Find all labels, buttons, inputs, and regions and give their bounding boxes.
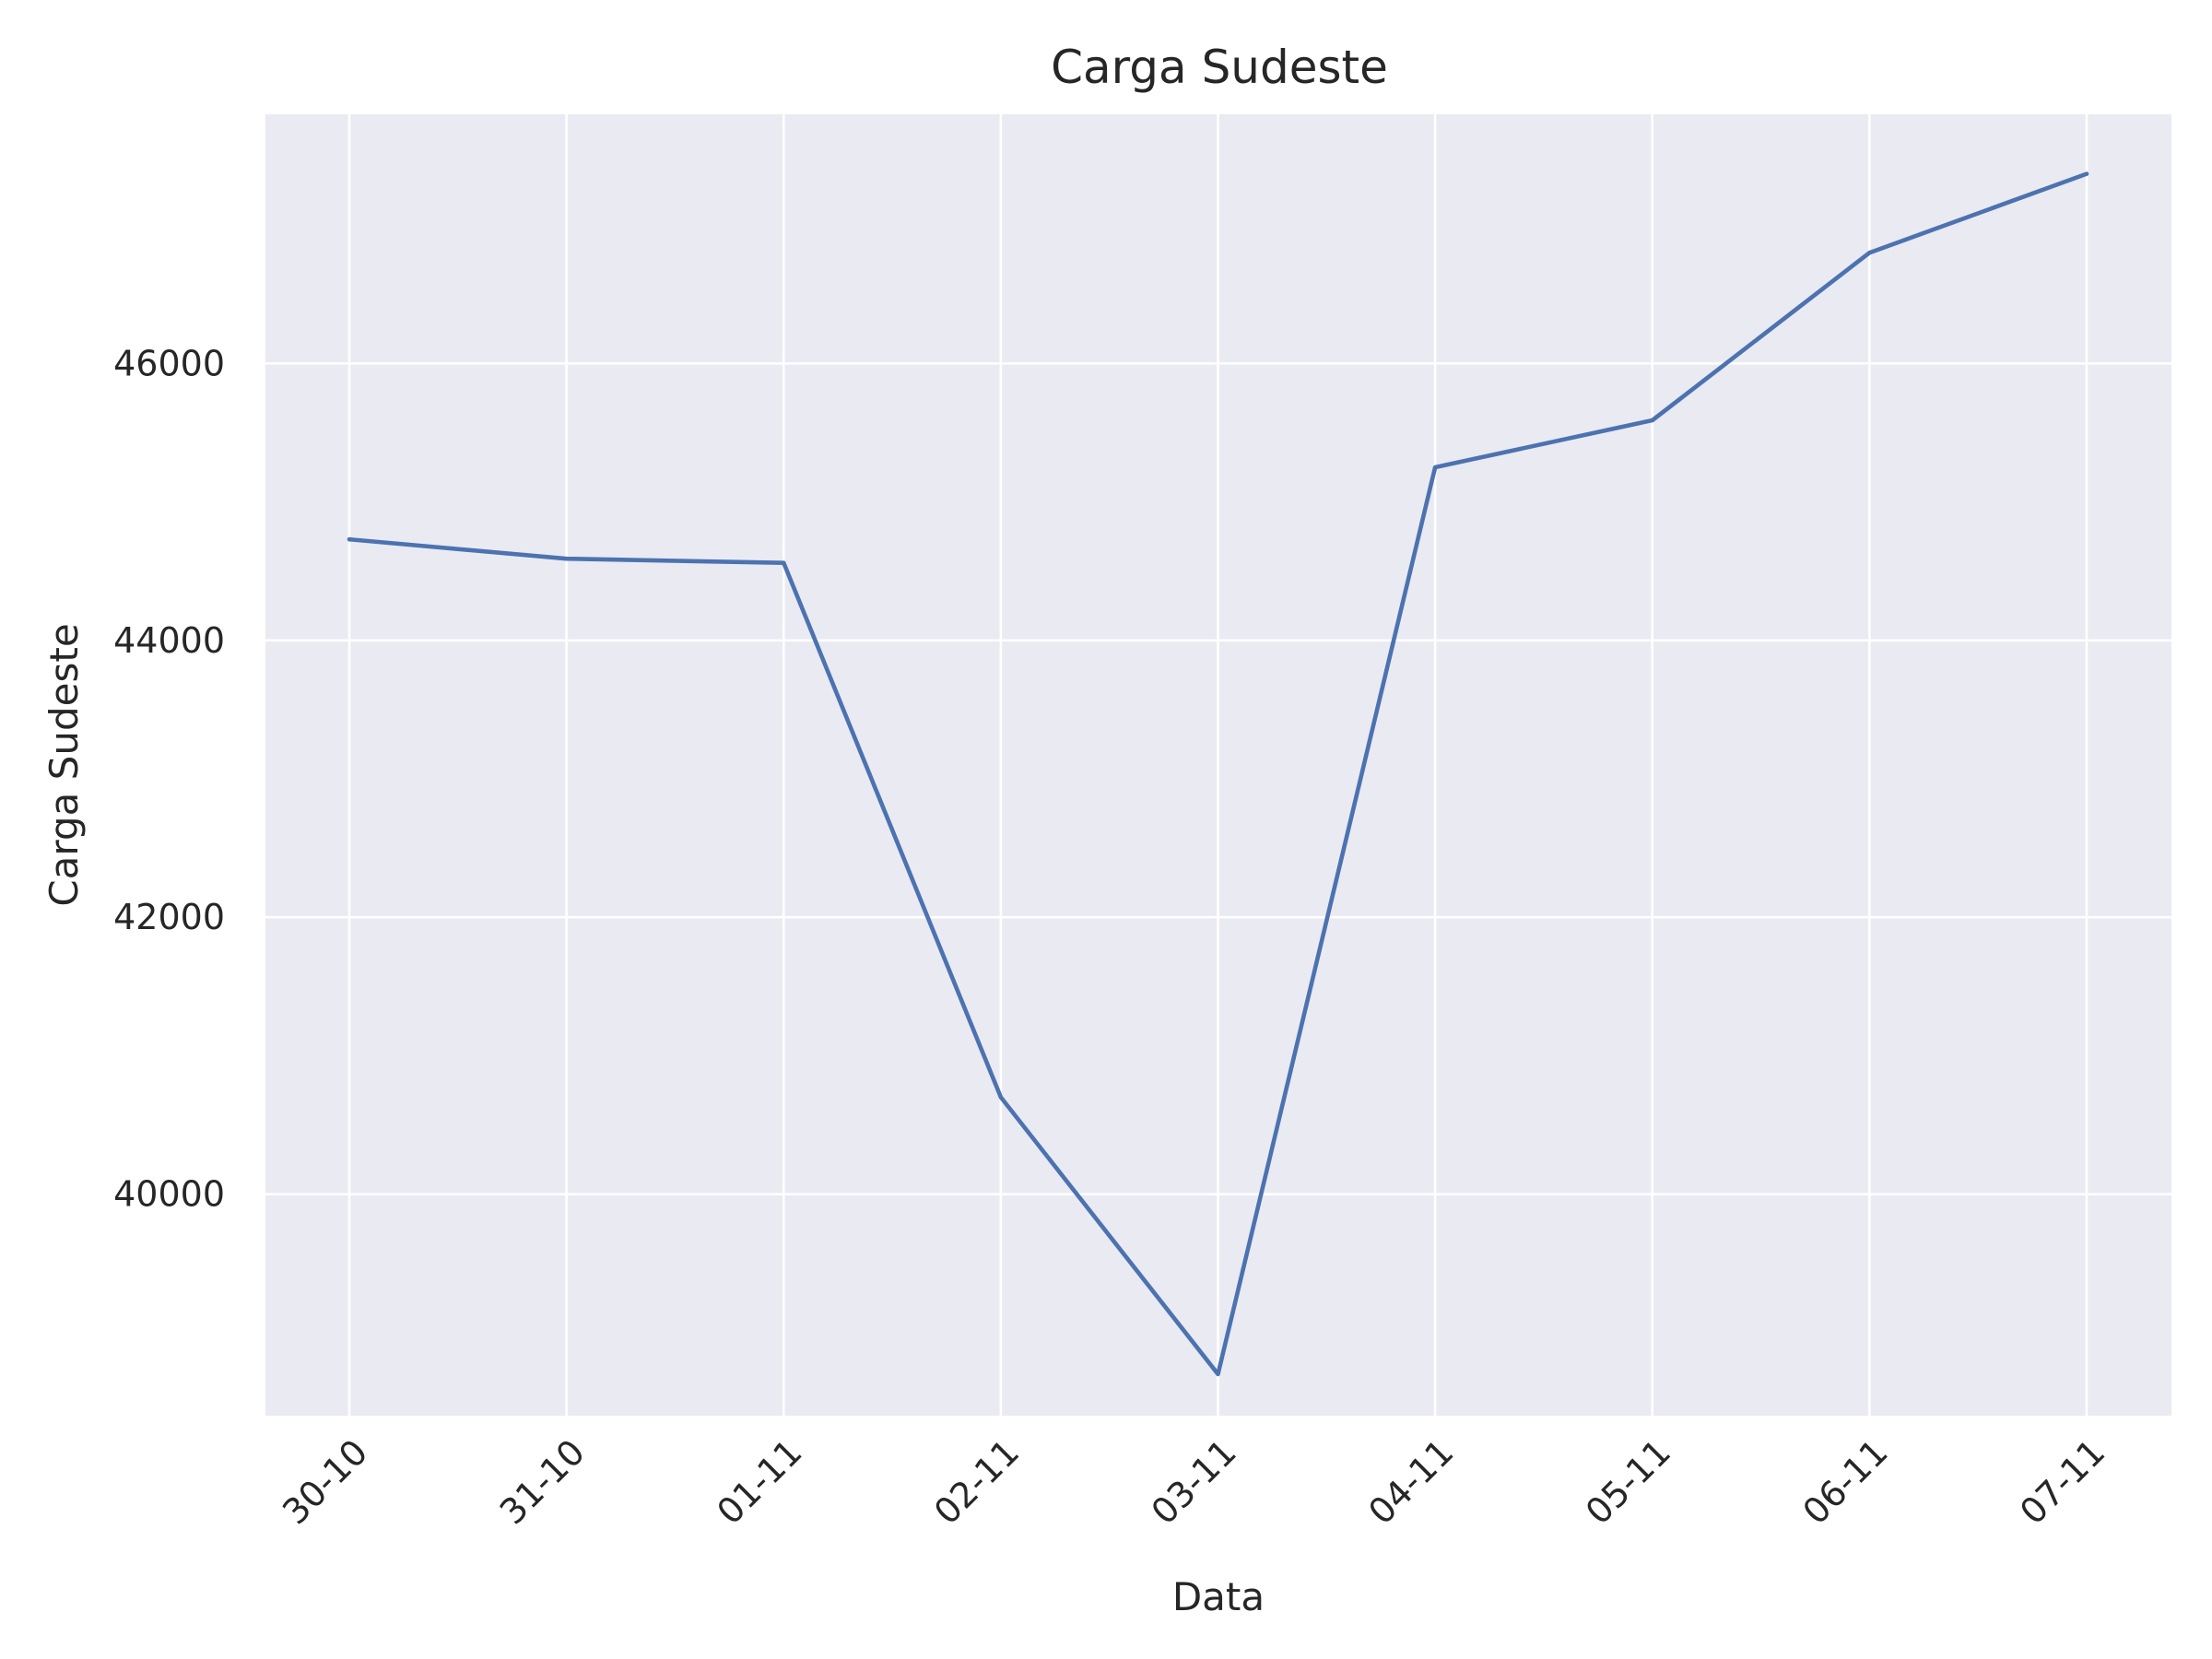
x-tick-label: 04-11 bbox=[1360, 1431, 1461, 1532]
chart-title: Carga Sudeste bbox=[1051, 41, 1388, 94]
x-gridlines bbox=[347, 114, 2088, 1416]
x-tick-labels: 30-10 31-10 01-11 02-11 03-11 04-11 05-11 06-11… bbox=[275, 1431, 2112, 1532]
series-group bbox=[347, 171, 2089, 1377]
series-line bbox=[347, 171, 2089, 1377]
x-tick-label: 01-11 bbox=[709, 1431, 809, 1532]
x-tick-label: 03-11 bbox=[1144, 1431, 1244, 1532]
y-axis-label: Carga Sudeste bbox=[41, 623, 87, 906]
y-tick-label: 42000 bbox=[113, 897, 225, 937]
x-tick-label: 31-10 bbox=[492, 1431, 593, 1532]
y-tick-label: 44000 bbox=[113, 620, 225, 661]
x-tick-label: 02-11 bbox=[926, 1431, 1027, 1532]
y-tick-label: 40000 bbox=[113, 1174, 225, 1215]
x-tick-label: 07-11 bbox=[2012, 1431, 2112, 1532]
y-tick-labels: 40000 42000 44000 46000 bbox=[113, 343, 225, 1214]
x-tick-label: 30-10 bbox=[275, 1431, 375, 1532]
x-tick-label: 05-11 bbox=[1578, 1431, 1678, 1532]
x-axis-label: Data bbox=[1172, 1574, 1265, 1619]
y-gridlines bbox=[265, 362, 2171, 1195]
y-tick-label: 46000 bbox=[113, 343, 225, 383]
x-tick-label: 06-11 bbox=[1795, 1431, 1896, 1532]
